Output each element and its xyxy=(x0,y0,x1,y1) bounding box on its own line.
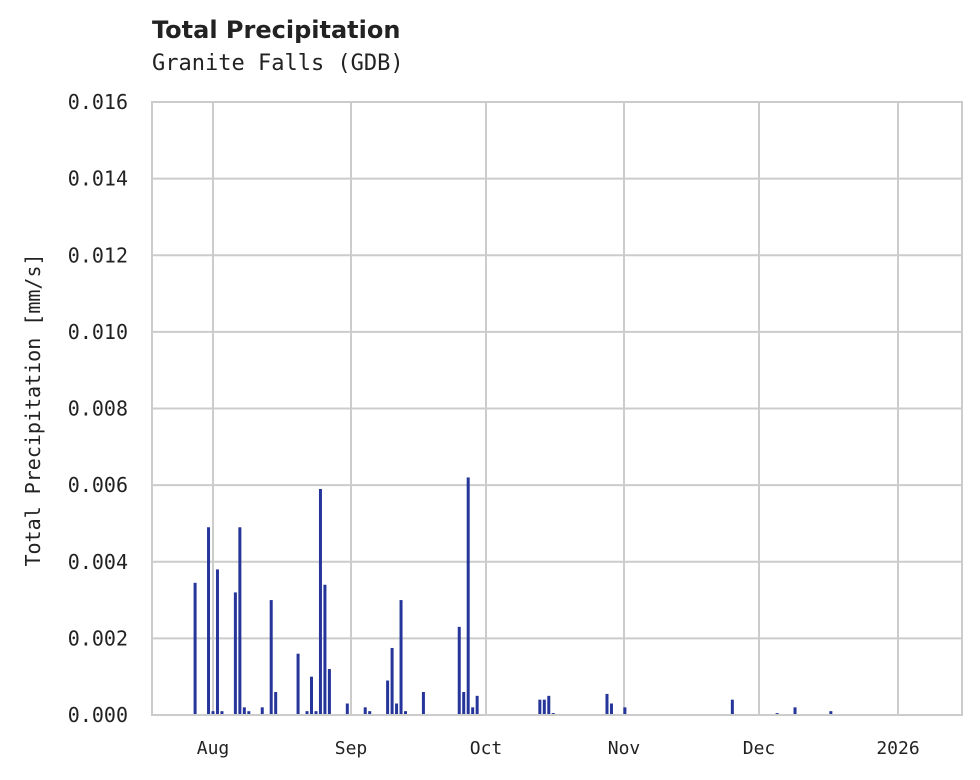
precipitation-bar xyxy=(404,711,408,715)
precipitation-bar xyxy=(269,600,273,715)
precipitation-bars xyxy=(193,477,833,715)
precipitation-bar xyxy=(363,707,367,715)
precipitation-bar xyxy=(309,676,313,715)
y-tick-label: 0.012 xyxy=(68,243,128,267)
precipitation-bar xyxy=(368,711,372,715)
precipitation-bar xyxy=(247,711,251,715)
precipitation-bar xyxy=(238,527,242,715)
x-tick-label: Oct xyxy=(470,738,503,759)
precipitation-bar xyxy=(829,711,833,715)
precipitation-bar xyxy=(793,707,797,715)
precipitation-bar xyxy=(542,699,546,715)
precipitation-bar xyxy=(193,582,197,715)
y-tick-label: 0.000 xyxy=(68,703,128,727)
y-tick-label: 0.006 xyxy=(68,473,128,497)
y-tick-label: 0.002 xyxy=(68,626,128,650)
y-tick-label: 0.008 xyxy=(68,397,128,421)
precipitation-bar xyxy=(296,653,300,715)
y-axis-ticks: 0.000 0.002 0.004 0.006 0.008 0.010 0.012 0.014… xyxy=(68,90,128,727)
precipitation-bar xyxy=(215,569,219,715)
y-axis-label: Total Precipitation [mm/s] xyxy=(21,253,45,566)
precipitation-bar xyxy=(462,692,466,715)
y-tick-label: 0.010 xyxy=(68,320,128,344)
x-tick-label: Nov xyxy=(608,738,641,759)
x-axis-ticks: Aug Sep Oct Nov Dec 2026 xyxy=(197,738,920,759)
chart-title: Total Precipitation xyxy=(152,16,401,44)
precipitation-bar xyxy=(386,680,390,715)
x-tick-label: 2026 xyxy=(876,738,919,759)
precipitation-bar xyxy=(730,699,734,715)
precipitation-bar xyxy=(471,707,475,715)
y-tick-label: 0.004 xyxy=(68,550,128,574)
x-tick-label: Sep xyxy=(335,738,368,759)
precipitation-bar xyxy=(274,692,278,715)
precipitation-bar xyxy=(314,711,318,715)
precipitation-bar xyxy=(466,477,470,715)
precipitation-bar xyxy=(475,695,479,715)
grid-lines xyxy=(152,101,962,716)
precipitation-bar xyxy=(395,703,399,715)
precipitation-bar xyxy=(305,711,309,715)
precipitation-bar xyxy=(220,711,224,715)
precipitation-bar xyxy=(345,703,349,715)
precipitation-bar xyxy=(421,692,425,715)
precipitation-bar xyxy=(609,703,613,715)
precipitation-bar xyxy=(233,592,237,715)
precipitation-bar xyxy=(538,699,542,715)
precipitation-bar xyxy=(207,527,211,715)
precipitation-bar xyxy=(242,707,246,715)
x-tick-label: Dec xyxy=(743,738,776,759)
precipitation-bar xyxy=(260,707,264,715)
precipitation-bar xyxy=(457,626,461,715)
precipitation-bar xyxy=(323,584,327,715)
precipitation-bar xyxy=(327,669,331,715)
plot-frame xyxy=(151,101,963,716)
y-tick-label: 0.014 xyxy=(68,167,128,191)
precipitation-bar xyxy=(211,711,215,715)
precipitation-bar xyxy=(318,488,322,715)
precipitation-bar xyxy=(605,693,609,715)
precipitation-bar xyxy=(623,707,627,715)
precipitation-bar xyxy=(547,695,551,715)
chart-subtitle: Granite Falls (GDB) xyxy=(152,51,404,76)
precipitation-bar xyxy=(399,600,403,715)
y-tick-label: 0.016 xyxy=(68,90,128,114)
precipitation-bar xyxy=(390,647,394,715)
x-tick-label: Aug xyxy=(197,738,230,759)
